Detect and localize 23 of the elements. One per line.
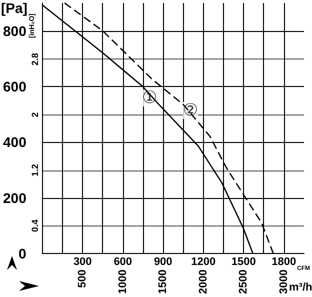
y2-tick-label: 0.4 <box>30 220 40 232</box>
y-axis-title: [Pa] <box>1 0 28 16</box>
y2-tick-label: 1.2 <box>30 164 40 177</box>
x2-tick-label: 2000 <box>197 270 210 294</box>
annotation: ② <box>182 100 198 120</box>
x2-axis-title: m³/h <box>289 282 312 294</box>
x-tick-label: 1500 <box>231 256 256 268</box>
y2-tick-label: 2 <box>30 112 40 118</box>
y-tick-label: 800 <box>3 22 27 39</box>
y-tick-label: 600 <box>3 78 27 95</box>
x2-tick-label: 2500 <box>238 270 250 294</box>
x2-tick-label: 3000 <box>278 270 290 294</box>
x2-tick-label: 500 <box>76 270 89 288</box>
x-tick-label: 1800 <box>272 256 296 268</box>
x2-tick-label: 1000 <box>116 270 129 294</box>
x-tick-label: 300 <box>73 256 92 268</box>
y2-tick-label: 2.8 <box>30 52 40 66</box>
x-tick-label: 1200 <box>191 256 216 268</box>
x-tick-label: 600 <box>114 256 132 268</box>
y-tick-label: 400 <box>3 134 27 150</box>
y-tick-label: 200 <box>3 190 27 206</box>
y-tick-label: 0 <box>18 246 27 262</box>
x-tick-label: 900 <box>154 256 172 268</box>
